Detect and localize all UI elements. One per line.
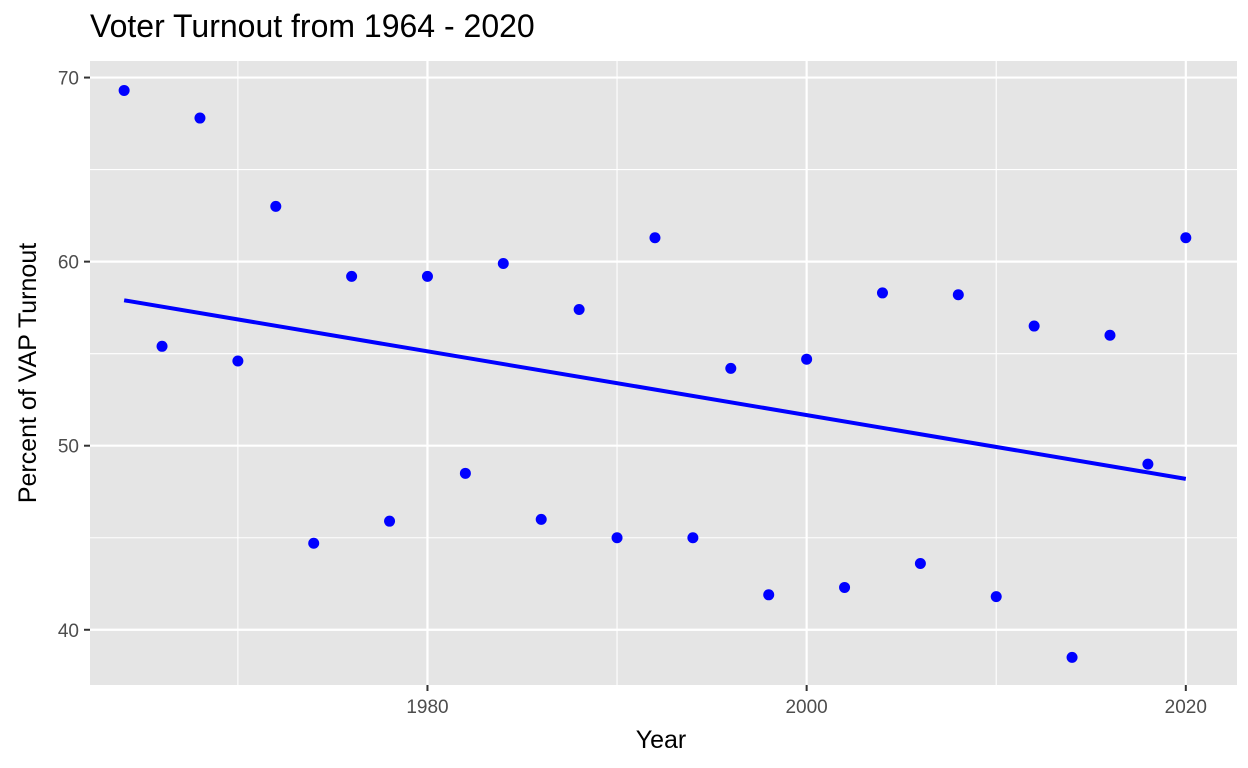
data-point [497, 257, 509, 269]
data-point [194, 112, 206, 124]
plot-panel [90, 61, 1237, 685]
data-point [801, 353, 813, 365]
data-point [1180, 232, 1192, 244]
x-tick-label: 2000 [785, 697, 827, 718]
data-point [1028, 320, 1040, 332]
y-tick-label: 40 [58, 621, 79, 642]
data-point [459, 467, 471, 479]
y-tick-label: 50 [58, 437, 79, 458]
data-point [914, 558, 926, 570]
data-point [270, 200, 282, 212]
axis-ticks [84, 76, 1187, 691]
x-tick-label: 2020 [1165, 697, 1207, 718]
minor-gridlines [90, 61, 1237, 685]
data-point [611, 532, 623, 544]
data-point [384, 515, 396, 527]
data-point [876, 287, 888, 299]
data-point [725, 362, 737, 374]
y-axis-title: Percent of VAP Turnout [14, 243, 42, 503]
data-point [535, 513, 547, 525]
major-gridlines [90, 61, 1237, 685]
data-point [308, 537, 320, 549]
x-tick-label: 1980 [406, 697, 448, 718]
data-point [232, 355, 244, 367]
y-tick-label: 70 [58, 69, 79, 90]
data-point [763, 589, 775, 601]
y-tick-label: 60 [58, 253, 79, 274]
data-point [687, 532, 699, 544]
data-point [649, 232, 661, 244]
x-axis-title: Year [636, 726, 687, 754]
data-point [1066, 651, 1078, 663]
data-point [573, 303, 585, 315]
data-point [118, 84, 130, 96]
data-point [990, 591, 1002, 603]
data-point [1104, 329, 1116, 341]
data-point [1142, 458, 1154, 470]
data-point [421, 270, 433, 282]
trend-line [123, 298, 1187, 481]
data-point [952, 289, 964, 301]
tick-labels: 1980 2000 2020 40 50 60 70 [58, 69, 1207, 718]
data-point [346, 270, 358, 282]
data-points [118, 84, 1192, 663]
data-point [156, 340, 168, 352]
chart-title: Voter Turnout from 1964 - 2020 [90, 8, 535, 44]
data-point [839, 581, 851, 593]
